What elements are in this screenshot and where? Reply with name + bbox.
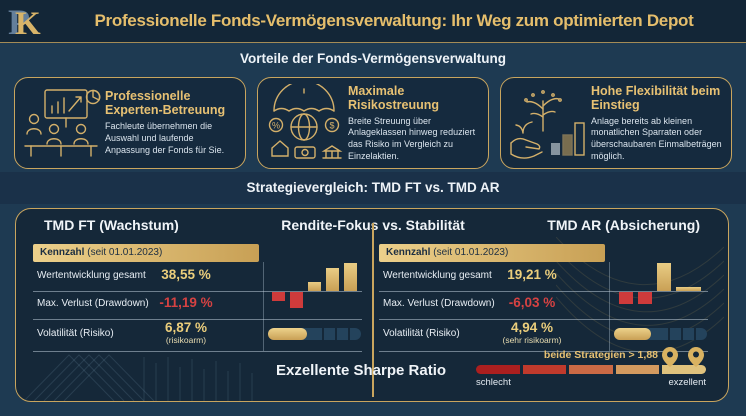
row-separator [379, 319, 708, 320]
gauge-tick [693, 328, 696, 340]
kennzahl-note: (seit 01.01.2023) [433, 247, 509, 258]
benefit-card-title: Professionelle Experten-Betreuung [105, 89, 226, 118]
mini-bar [619, 292, 633, 304]
sharpe-scale-bar [476, 365, 706, 374]
benefit-card-description: Breite Streuung über Anlageklassen hinwe… [348, 115, 476, 161]
pk-logo: PK [8, 1, 41, 42]
row-separator [379, 291, 708, 292]
gauge-tick [667, 328, 670, 340]
experts-presentation-icon [21, 84, 101, 162]
metric-label: Max. Verlust (Drawdown) [383, 298, 495, 309]
right-table-header: Kennzahl (seit 01.01.2023) [379, 244, 605, 262]
gauge-tick [334, 328, 337, 340]
kennzahl-label: Kennzahl [40, 247, 85, 258]
metric-label: Volatilität (Risiko) [37, 328, 114, 339]
sharpe-ratio-title: Exzellente Sharpe Ratio [275, 362, 447, 379]
row-separator [33, 319, 362, 320]
scale-label-excellent: exzellent [668, 377, 707, 388]
row-separator [33, 291, 362, 292]
benefit-card-description: Anlage bereits ab kleinen monatlichen Sp… [591, 115, 722, 161]
gauge-fill [614, 328, 652, 340]
sharpe-annotation: beide Strategien > 1,88 [543, 349, 658, 361]
sharpe-scale-segment [476, 365, 520, 374]
kennzahl-label: Kennzahl [386, 247, 431, 258]
table-chart-divider [263, 262, 264, 351]
page-title: Professionelle Fonds-Vermögensverwaltung… [94, 11, 694, 30]
mini-bar [272, 292, 285, 301]
benefit-card-risikostreuung: % $ Maximale Risikostreuung Breite Streu… [257, 77, 489, 169]
benefits-section-title: Vorteile der Fonds-Vermögensverwaltung [239, 51, 507, 66]
metric-value: -6,03 % [508, 295, 556, 310]
gauge-tick [321, 328, 324, 340]
location-pin-icon [662, 347, 678, 367]
mini-bar [308, 282, 321, 291]
umbrella-globe-diversification-icon: % $ [264, 80, 344, 162]
sharpe-scale-segment [569, 365, 613, 374]
metric-label: Max. Verlust (Drawdown) [37, 298, 149, 309]
metric-value-note: (risikoarm) [165, 335, 207, 345]
sharpe-scale-segment [615, 365, 660, 374]
right-strategy-title: TMD AR (Absicherung) [547, 217, 700, 233]
left-table-header: Kennzahl (seit 01.01.2023) [33, 244, 259, 262]
gauge-tick [680, 328, 683, 340]
metric-value: 19,21 % [507, 267, 557, 282]
benefit-cards-row: Professionelle Experten-Betreuung Fachle… [14, 77, 732, 169]
tmd-ar-mini-bar-chart [614, 262, 707, 351]
comparison-section-title: Strategievergleich: TMD FT vs. TMD AR [246, 180, 500, 195]
mini-bar [638, 292, 652, 304]
mini-bar [676, 287, 702, 291]
center-divider [372, 223, 374, 397]
benefit-card-flexibilitaet: Hohe Flexibilität beim Einstieg Anlage b… [500, 77, 732, 169]
tmd-ft-mini-bar-chart [268, 262, 361, 351]
comparison-section-band: Strategievergleich: TMD FT vs. TMD AR [0, 172, 746, 204]
metric-label: Wertentwicklung gesamt [383, 270, 492, 281]
svg-text:$: $ [329, 121, 334, 131]
svg-text:%: % [272, 121, 280, 131]
kennzahl-note: (seit 01.01.2023) [87, 247, 163, 258]
hand-tree-growth-icon [507, 84, 587, 162]
logo-letter-p: P [8, 2, 30, 42]
comparison-panel: TMD FT (Wachstum) Rendite-Fokus vs. Stab… [15, 208, 729, 402]
table-chart-divider [609, 262, 610, 351]
metric-value-note: (sehr risikoarm) [502, 335, 562, 345]
metric-value: 6,87 % [164, 320, 208, 335]
metric-value: 38,55 % [161, 267, 211, 282]
mini-bar [344, 263, 357, 291]
metric-label: Volatilität (Risiko) [383, 328, 460, 339]
benefit-card-title: Maximale Risikostreuung [348, 83, 439, 112]
benefit-card-description: Fachleute übernehmen die Auswahl und lau… [105, 121, 225, 155]
gauge-tick [347, 328, 350, 340]
logo-letter-k: K [15, 6, 41, 42]
sharpe-scale-segment [662, 365, 706, 374]
tmd-ft-volatility-gauge [268, 328, 361, 340]
gauge-fill [268, 328, 308, 340]
mini-bar [326, 268, 339, 291]
metric-value: 4,94 % [510, 320, 554, 335]
metric-label: Wertentwicklung gesamt [37, 270, 146, 281]
left-strategy-title: TMD FT (Wachstum) [44, 217, 179, 233]
mini-bar [657, 263, 671, 291]
row-separator [379, 351, 708, 352]
benefit-card-experten-betreuung: Professionelle Experten-Betreuung Fachle… [14, 77, 246, 169]
scale-label-bad: schlecht [476, 377, 511, 388]
sharpe-scale-segment [522, 365, 567, 374]
metric-value: -11,19 % [159, 295, 213, 310]
header-bar: PK Professionelle Fonds-Vermögensverwalt… [0, 0, 746, 43]
row-separator [33, 351, 362, 352]
location-pin-icon [688, 347, 704, 367]
benefit-card-title: Hohe Flexibilität beim Einstieg [591, 83, 721, 112]
tmd-ar-volatility-gauge [614, 328, 707, 340]
mini-bar [290, 292, 303, 308]
